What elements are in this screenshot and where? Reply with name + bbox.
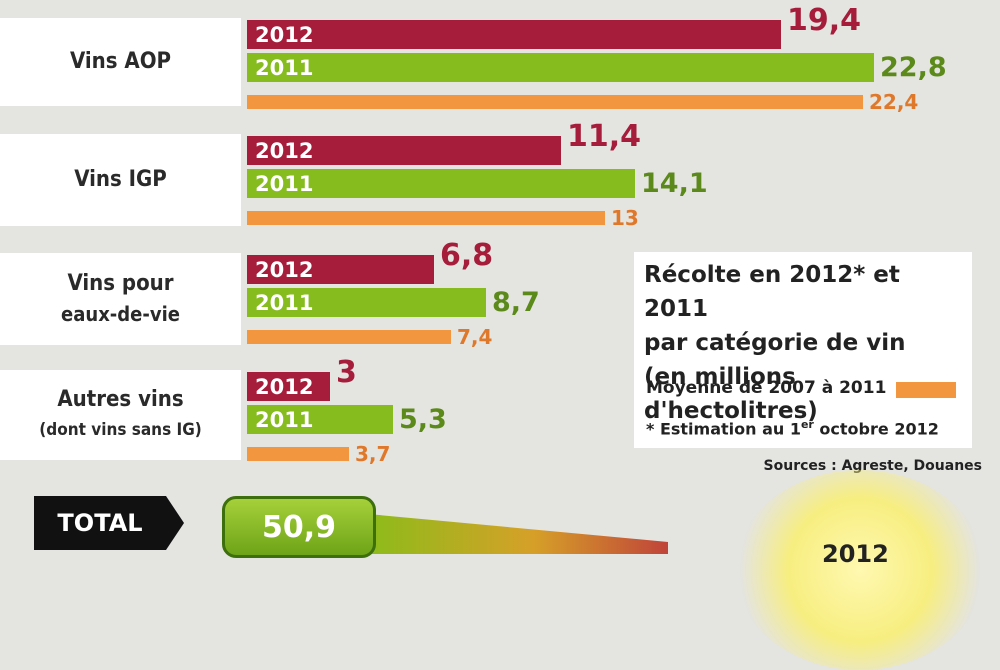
legend-average-label: Moyenne de 2007 à 2011	[646, 378, 887, 398]
data-label: 13	[611, 206, 639, 230]
category-label-line: eaux-de-vie	[61, 302, 180, 326]
category-label: Vins pour eaux-de-vie	[0, 253, 241, 345]
footnote-superscript: er	[800, 418, 814, 431]
chart-title-line: Récolte en 2012* et 2011	[644, 262, 900, 322]
bar-year-label: 2012	[255, 139, 314, 163]
bar-2012: 2012	[247, 255, 434, 284]
data-label: 3	[336, 355, 357, 390]
category-label-line: Autres vins	[57, 387, 184, 412]
bar-2011: 2011	[247, 53, 874, 82]
data-label: 8,7	[492, 287, 540, 318]
footnote-text-end: octobre 2012	[813, 419, 939, 439]
bar-2012: 2012	[247, 20, 781, 49]
category-label: Autres vins (dont vins sans IG)	[0, 370, 241, 460]
chart-title: Récolte en 2012* et 2011 par catégorie d…	[644, 258, 970, 428]
bar-year-label: 2011	[255, 408, 314, 432]
data-label: 19,4	[787, 3, 862, 38]
bar-year-label: 2012	[255, 258, 314, 282]
bar-average	[247, 211, 605, 225]
bar-year-label: 2011	[255, 56, 314, 80]
data-label: 11,4	[567, 119, 642, 154]
bar-2011: 2011	[247, 405, 393, 434]
data-label: 5,3	[399, 404, 447, 435]
data-label: 14,1	[641, 168, 708, 199]
data-label: 7,4	[457, 325, 493, 349]
total-label: TOTAL	[57, 509, 143, 537]
category-label: Vins IGP	[0, 134, 241, 226]
total-value-badge: 50,9	[222, 496, 376, 558]
data-label: 22,4	[869, 90, 919, 114]
total-year-label: 2012	[822, 540, 889, 568]
data-label: 22,8	[880, 52, 947, 83]
estimate-footnote: * Estimation au 1er octobre 2012	[646, 418, 939, 438]
total-tag: TOTAL	[34, 496, 184, 550]
bar-year-label: 2012	[255, 23, 314, 47]
chart-title-line: (en millions d'hectolitres)	[644, 364, 818, 424]
data-label: 3,7	[355, 442, 391, 466]
category-label-line: Vins AOP	[69, 49, 172, 74]
bar-year-label: 2012	[255, 375, 314, 399]
total-ribbon	[368, 514, 668, 554]
category-label: Vins AOP	[0, 18, 241, 106]
bar-year-label: 2011	[255, 291, 314, 315]
bar-2012: 2012	[247, 136, 561, 165]
bar-2011: 2011	[247, 288, 486, 317]
data-label: 6,8	[440, 238, 494, 273]
footnote-text: * Estimation au 1	[646, 419, 801, 439]
category-label-line: (dont vins sans IG)	[39, 420, 202, 440]
bar-2011: 2011	[247, 169, 635, 198]
total-value: 50,9	[261, 509, 337, 545]
category-label-line: Vins pour	[67, 271, 174, 296]
bar-average	[247, 330, 451, 344]
category-label-line: Vins IGP	[74, 167, 167, 192]
bar-average	[247, 447, 349, 461]
sources-note: Sources : Agreste, Douanes	[763, 458, 982, 474]
bar-year-label: 2011	[255, 172, 314, 196]
legend-average-swatch	[896, 382, 956, 398]
bar-average	[247, 95, 863, 109]
legend-box: Récolte en 2012* et 2011 par catégorie d…	[634, 252, 972, 448]
year-highlight-glow	[735, 470, 985, 670]
bar-2012: 2012	[247, 372, 330, 401]
chart-title-line: par catégorie de vin	[644, 330, 906, 356]
